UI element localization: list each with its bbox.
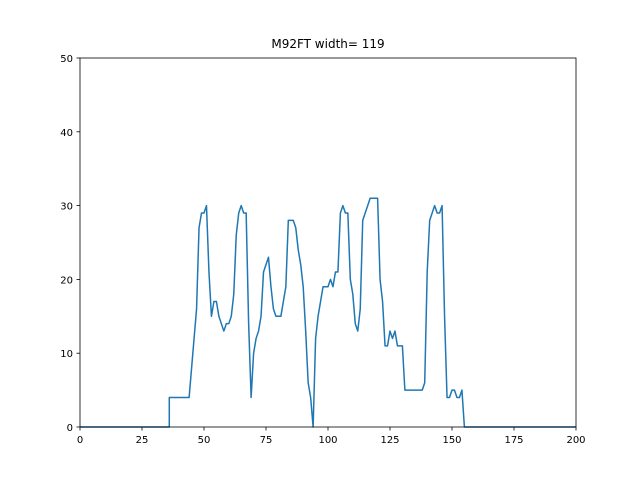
- x-tick-label: 75: [260, 435, 273, 446]
- x-tick-label: 175: [504, 435, 523, 446]
- y-tick-label: 30: [60, 202, 73, 213]
- x-tick-label: 150: [442, 435, 461, 446]
- line-series: [80, 197, 576, 428]
- y-tick-label: 50: [60, 54, 73, 65]
- y-tick-label: 40: [60, 128, 73, 139]
- chart-title: M92FT width= 119: [271, 37, 384, 51]
- y-tick-label: 0: [67, 423, 73, 434]
- y-tick-label: 10: [60, 349, 73, 360]
- x-tick-label: 50: [198, 435, 211, 446]
- x-tick-label: 25: [136, 435, 149, 446]
- x-tick-label: 100: [318, 435, 337, 446]
- axes-frame: [79, 57, 577, 428]
- x-tick-label: 125: [380, 435, 399, 446]
- x-tick-label: 200: [566, 435, 585, 446]
- x-tick-label: 0: [77, 435, 83, 446]
- y-tick-label: 20: [60, 275, 73, 286]
